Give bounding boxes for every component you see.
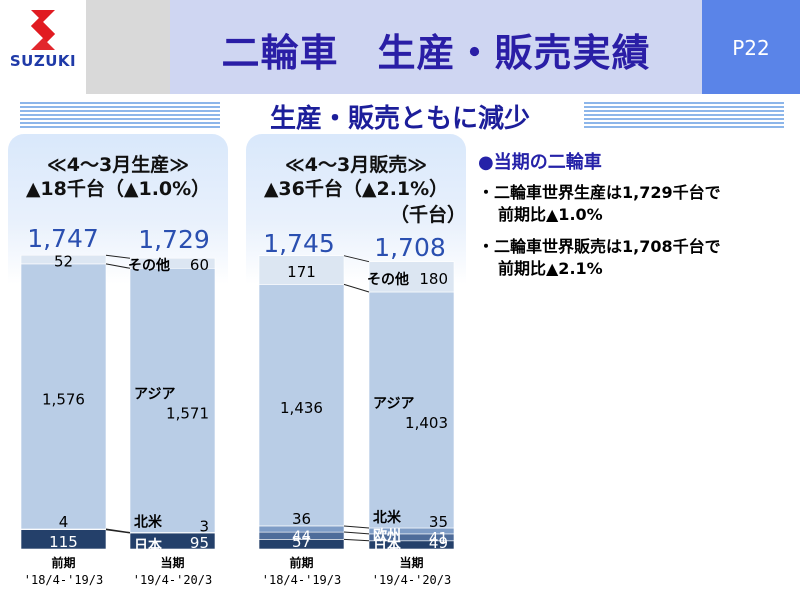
- value-label-0-1-0: 95: [190, 534, 209, 552]
- bar-segment-0-0-3: [20, 254, 107, 265]
- total-label-0-1: 1,729: [138, 225, 210, 254]
- bar-segment-1-1-4: [368, 261, 455, 293]
- notes-heading: ●当期の二輪車: [478, 152, 602, 173]
- value-label-0-0-0: 115: [49, 533, 78, 551]
- suzuki-logo: SUZUKI: [0, 0, 86, 94]
- value-label-1-0-2: 36: [292, 510, 311, 528]
- series-name-0-3: その他: [128, 257, 170, 274]
- value-label-1-0-3: 1,436: [280, 399, 323, 417]
- logo-text: SUZUKI: [9, 52, 77, 70]
- page-number: P22: [732, 36, 770, 60]
- sales-panel-change: ▲36千台（▲2.1%）: [263, 178, 449, 200]
- bar-segment-0-0-2: [20, 263, 107, 530]
- sales-panel-title: ≪4～3月販売≫: [284, 154, 428, 176]
- value-label-0-1-2: 1,571: [166, 404, 209, 422]
- production-panel-title: ≪4～3月生産≫: [46, 154, 190, 176]
- category-label-0-1: 当期: [160, 555, 184, 570]
- bar-segment-1-0-4: [258, 255, 345, 285]
- category-period-1-1: '19/4-'20/3: [372, 573, 451, 587]
- category-label-0-0: 前期: [51, 555, 75, 570]
- value-label-1-1-2: 35: [429, 513, 448, 531]
- notes-block: ●当期の二輪車 ・二輪車世界生産は1,729千台で 前期比▲1.0% ・二輪車世…: [478, 148, 721, 280]
- connector-line-0-3: [105, 254, 131, 259]
- value-label-1-0-1: 44: [292, 527, 311, 545]
- bar-segment-0-1-3: [129, 257, 216, 269]
- value-label-0-0-3: 52: [54, 253, 73, 271]
- value-label-1-1-1: 41: [429, 529, 448, 547]
- category-period-1-0: '18/4-'19/3: [262, 573, 341, 587]
- suzuki-s-emblem-icon: [31, 10, 55, 50]
- decorative-stripes-right: [584, 102, 784, 132]
- series-name-0-2: アジア: [134, 386, 175, 402]
- bar-segment-1-0-3: [258, 284, 345, 527]
- title-banner: 二輪車 生産・販売実績: [170, 0, 702, 94]
- value-label-0-1-1: 3: [199, 518, 209, 536]
- value-label-1-1-0: 49: [429, 534, 448, 552]
- production-panel-change: ▲18千台（▲1.0%）: [25, 178, 211, 200]
- connector-line-0-2: [105, 263, 131, 269]
- value-label-1-0-4: 171: [287, 263, 316, 281]
- connector-line-low-1-1: [343, 531, 370, 535]
- note-2-line-1: ・二輪車世界販売は1,708千台で: [478, 237, 721, 256]
- page-title: 二輪車 生産・販売実績: [221, 31, 651, 75]
- category-label-1-0: 前期: [289, 555, 313, 570]
- total-label-1-0: 1,745: [263, 229, 335, 258]
- value-label-0-1-3: 60: [190, 256, 209, 274]
- note-1-line-2: 前期比▲1.0%: [498, 205, 603, 224]
- category-period-0-0: '18/4-'19/3: [24, 573, 103, 587]
- page-number-box: P22: [702, 0, 800, 94]
- total-label-0-0: 1,747: [27, 224, 99, 253]
- header-divider: [86, 0, 170, 94]
- series-name-1-1: 欧州: [373, 527, 401, 544]
- unit-label: （千台）: [389, 204, 466, 226]
- note-1-line-1: ・二輪車世界生産は1,729千台で: [478, 183, 721, 202]
- value-label-1-0-0: 57: [292, 533, 311, 551]
- total-label-1-1: 1,708: [374, 233, 446, 262]
- bar-segment-1-1-3: [368, 291, 455, 529]
- series-name-0-1: 北米: [134, 514, 163, 531]
- series-name-1-0: 日本: [373, 537, 402, 554]
- bar-segment-0-1-2: [129, 267, 216, 533]
- value-label-0-0-1: 4: [59, 513, 69, 531]
- connector-line-low-0-0: [105, 529, 131, 534]
- connector-line-1-4: [343, 255, 370, 263]
- value-label-0-0-2: 1,576: [42, 390, 85, 408]
- connector-line-1-3: [343, 283, 370, 293]
- decorative-stripes-left: [20, 102, 220, 132]
- connector-line-low-1-2: [343, 525, 370, 529]
- category-period-0-1: '19/4-'20/3: [133, 573, 212, 587]
- subtitle: 生産・販売ともに減少: [269, 104, 530, 134]
- series-name-1-4: その他: [367, 271, 409, 288]
- connector-line-low-0-1: [105, 528, 131, 533]
- category-label-1-1: 当期: [399, 555, 423, 570]
- series-name-0-0: 日本: [134, 537, 163, 554]
- series-name-1-3: アジア: [373, 396, 414, 412]
- connector-line-low-1-0: [343, 538, 370, 542]
- value-label-1-1-3: 1,403: [405, 414, 448, 432]
- value-label-1-1-4: 180: [419, 270, 448, 288]
- note-2-line-2: 前期比▲2.1%: [498, 259, 603, 278]
- series-name-1-2: 北米: [373, 509, 402, 526]
